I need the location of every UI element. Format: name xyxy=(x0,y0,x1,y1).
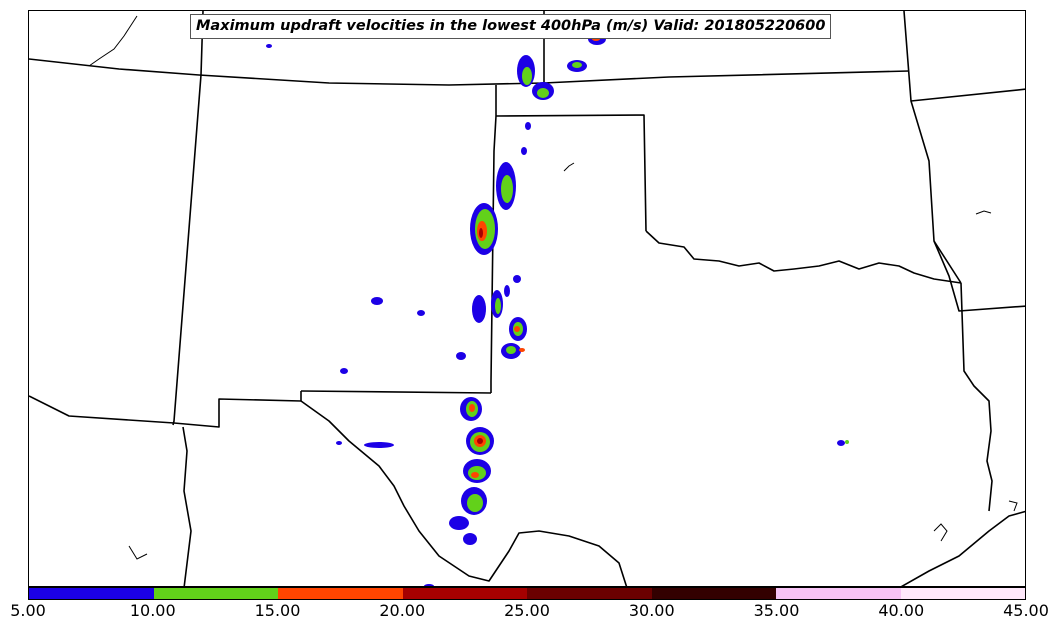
colorbar-segment-3 xyxy=(278,588,403,599)
boundary-ok-ar xyxy=(933,240,962,284)
boundary-ne-ks xyxy=(29,58,910,86)
updraft-cells-20-25 xyxy=(477,228,483,444)
boundary-tx-la xyxy=(960,282,993,512)
boundary-ks-ok xyxy=(495,114,647,232)
colorbar-tick-label: 45.00 xyxy=(1003,601,1049,620)
map-title: Maximum updraft velocities in the lowest… xyxy=(190,14,832,39)
boundary-az-nm xyxy=(29,395,175,424)
colorbar-tick-label: 30.00 xyxy=(628,601,675,620)
updraft-cells-15-20 xyxy=(469,37,600,478)
boundary-mo-west xyxy=(903,11,1025,102)
colorbar-ticks: 5.00 10.00 15.00 20.00 25.00 30.00 35.00 40.00 4… xyxy=(0,600,1060,633)
boundary-tx-ok-panhandle xyxy=(490,115,497,393)
colorbar-segment-8 xyxy=(900,588,1025,599)
map-canvas xyxy=(29,11,1025,586)
colorbar-tick-label: 40.00 xyxy=(878,601,925,620)
rio-grande xyxy=(300,400,628,586)
boundary-nm-south xyxy=(173,391,302,428)
gulf-coast xyxy=(900,510,1025,586)
colorbar-segment-4 xyxy=(402,588,527,599)
colorbar-segment-1 xyxy=(29,588,154,599)
boundary-nm-tx-south xyxy=(300,390,492,394)
colorbar-tick-label: 5.00 xyxy=(10,601,46,620)
colorbar-tick-label: 20.00 xyxy=(379,601,426,620)
map-panel xyxy=(28,10,1026,587)
boundary-mo-ar xyxy=(910,100,1025,312)
state-boundaries xyxy=(29,11,1025,586)
colorbar-tick-label: 35.00 xyxy=(753,601,800,620)
coast-details xyxy=(88,15,1018,560)
colorbar-segment-6 xyxy=(651,588,776,599)
colorbar xyxy=(28,587,1026,600)
colorbar-tick-label: 10.00 xyxy=(129,601,176,620)
colorbar-segment-5 xyxy=(527,588,652,599)
updraft-cells-10-15 xyxy=(466,62,849,512)
boundary-nm-mexico-west xyxy=(182,426,192,586)
red-river xyxy=(645,230,962,284)
colorbar-segment-2 xyxy=(153,588,278,599)
colorbar-tick-label: 25.00 xyxy=(504,601,550,620)
colorbar-tick-label: 15.00 xyxy=(254,601,301,620)
colorbar-segment-7 xyxy=(776,588,901,599)
